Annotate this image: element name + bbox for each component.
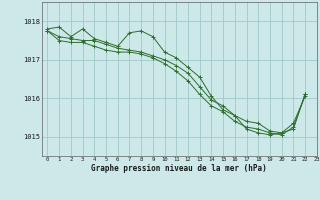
X-axis label: Graphe pression niveau de la mer (hPa): Graphe pression niveau de la mer (hPa): [91, 164, 267, 173]
